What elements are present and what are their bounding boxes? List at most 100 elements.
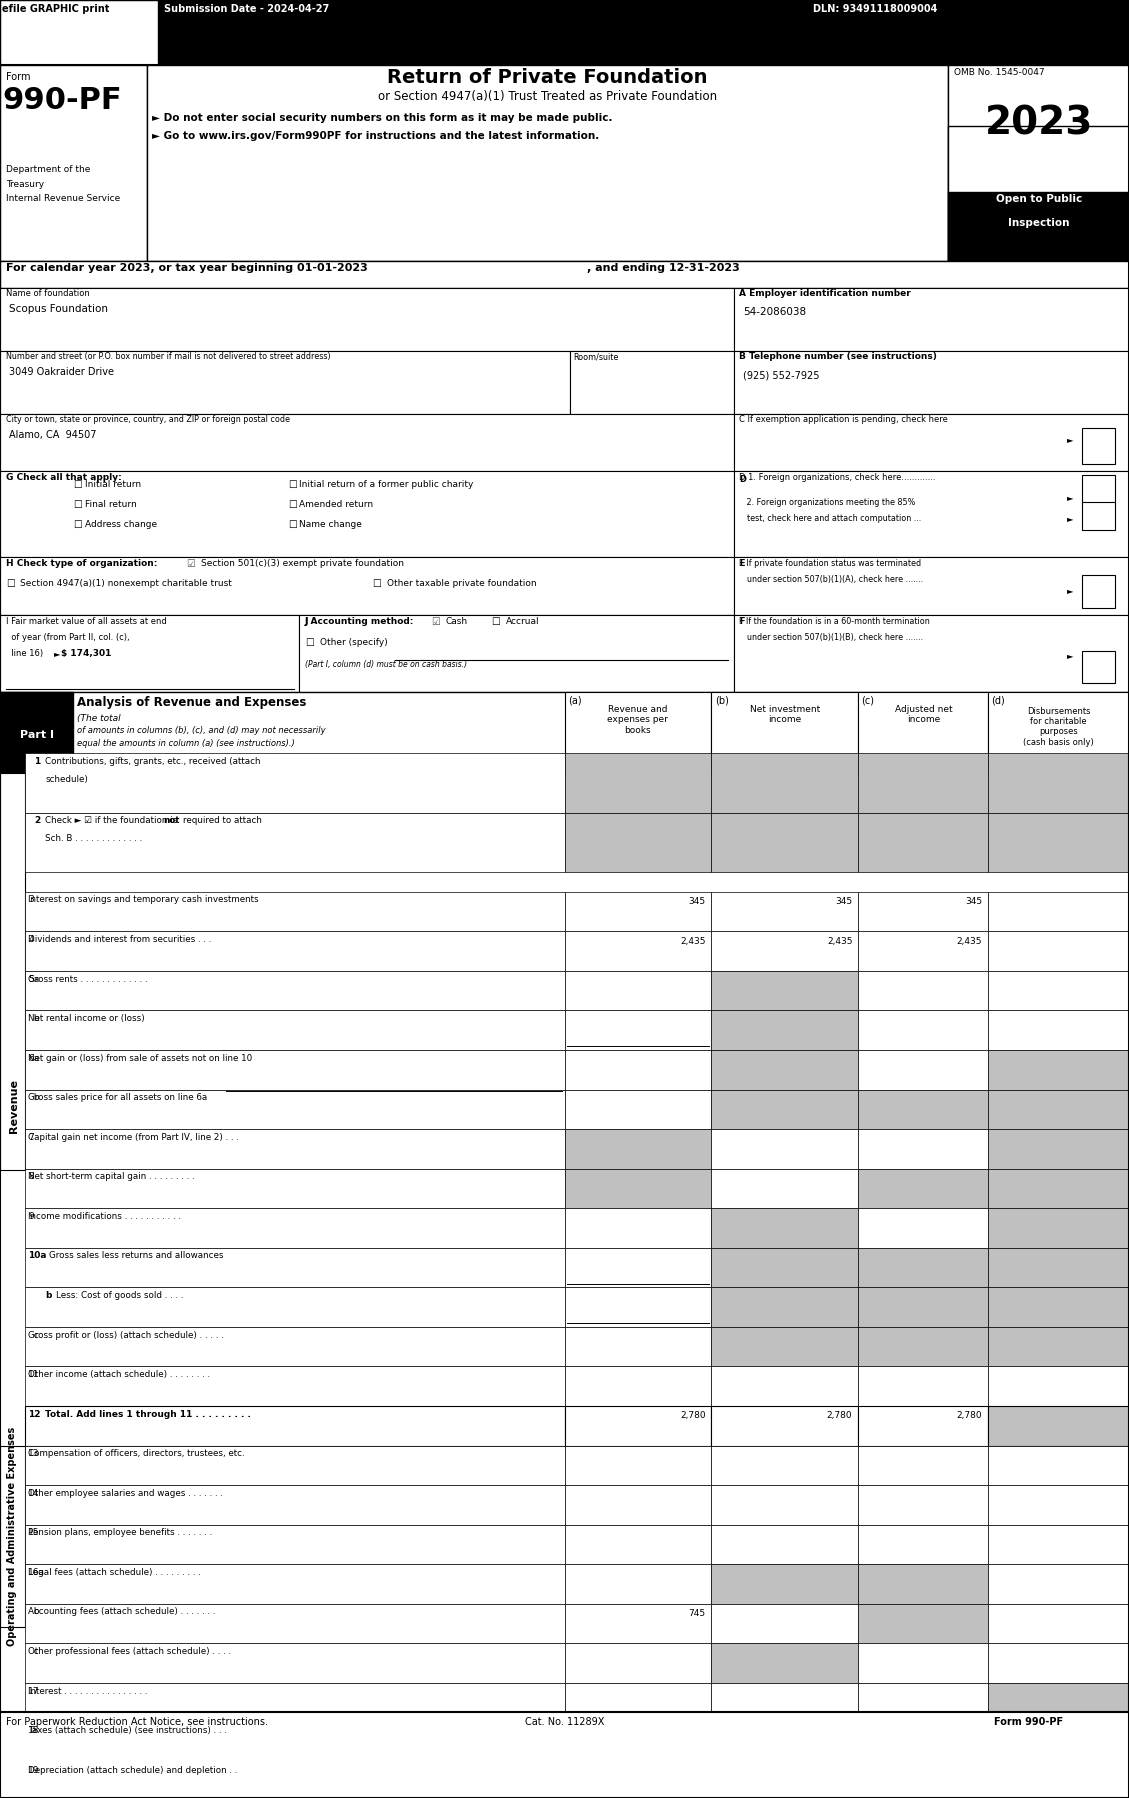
Text: I Fair market value of all assets at end: I Fair market value of all assets at end [6,617,166,626]
Bar [988,971,1129,1010]
Text: 7: 7 [28,1133,34,1142]
Text: Form 990-PF: Form 990-PF [994,1717,1062,1728]
Text: Check ► ☑ if the foundation is: Check ► ☑ if the foundation is [45,816,177,825]
Text: b: b [28,1014,40,1023]
Text: Capital gain net income (from Part IV, line 2) . . .: Capital gain net income (from Part IV, l… [28,1133,239,1142]
Text: 15: 15 [28,1528,40,1537]
Bar [858,1722,988,1762]
Text: Gross sales less returns and allowances: Gross sales less returns and allowances [49,1251,224,1260]
Text: Open to Public: Open to Public [996,194,1082,205]
Text: , and ending 12-31-2023: , and ending 12-31-2023 [587,263,739,273]
Bar [988,1446,1129,1485]
Bar [1082,428,1115,464]
Bar [564,1169,711,1208]
Text: of year (from Part II, col. (c),: of year (from Part II, col. (c), [6,633,129,642]
Text: Less: Cost of goods sold . . . .: Less: Cost of goods sold . . . . [56,1291,184,1300]
Bar [988,1643,1129,1683]
Bar [0,261,1129,288]
Bar [948,126,1129,261]
Text: C If exemption application is pending, check here: C If exemption application is pending, c… [739,415,948,424]
Text: 345: 345 [689,897,706,906]
Bar [25,1050,564,1090]
Text: Gross rents . . . . . . . . . . . . .: Gross rents . . . . . . . . . . . . . [28,975,148,984]
Text: 16a: 16a [28,1568,45,1577]
Text: ☐: ☐ [73,480,82,491]
Bar [988,1683,1129,1722]
Text: 990-PF: 990-PF [2,86,122,115]
Bar [711,753,858,813]
Text: Accounting fees (attach schedule) . . . . . . .: Accounting fees (attach schedule) . . . … [28,1607,216,1616]
Bar [1082,475,1115,503]
Bar [564,1406,711,1446]
Text: 14: 14 [28,1489,40,1498]
Text: b: b [28,1607,40,1616]
Text: Other employee salaries and wages . . . . . . .: Other employee salaries and wages . . . … [28,1489,224,1498]
Bar [988,1722,1129,1762]
Bar [988,1485,1129,1525]
Bar [988,753,1129,813]
Text: Pension plans, employee benefits . . . . . . .: Pension plans, employee benefits . . . .… [28,1528,212,1537]
Bar [988,692,1129,773]
Bar [25,1366,564,1406]
Text: Gross profit or (loss) (attach schedule) . . . . .: Gross profit or (loss) (attach schedule)… [28,1331,224,1340]
Text: Alamo, CA  94507: Alamo, CA 94507 [9,430,97,441]
Text: E: E [739,559,745,568]
Text: of amounts in columns (b), (c), and (d) may not necessarily: of amounts in columns (b), (c), and (d) … [77,726,325,735]
Bar [734,615,1129,692]
Text: D: D [739,475,746,484]
Text: For calendar year 2023, or tax year beginning 01-01-2023: For calendar year 2023, or tax year begi… [6,263,367,273]
Text: City or town, state or province, country, and ZIP or foreign postal code: City or town, state or province, country… [6,415,290,424]
Text: (b): (b) [715,696,728,707]
Text: ►: ► [54,649,61,658]
Text: ►: ► [1067,493,1074,502]
Text: DLN: 93491118009004: DLN: 93491118009004 [813,4,937,14]
Bar [858,1446,988,1485]
Bar [0,1712,1129,1798]
Text: b: b [45,1291,52,1300]
Text: Amended return: Amended return [299,500,374,509]
Text: 2023: 2023 [984,104,1093,142]
Bar [858,1090,988,1129]
Text: ►: ► [1067,514,1074,523]
Text: ► Go to www.irs.gov/Form990PF for instructions and the latest information.: ► Go to www.irs.gov/Form990PF for instru… [152,131,599,142]
Bar [25,931,564,971]
Bar [711,971,858,1010]
Text: Adjusted net
income: Adjusted net income [894,705,953,725]
Bar [988,1762,1129,1798]
Bar [711,1406,858,1446]
Bar [988,1327,1129,1366]
Bar [988,1010,1129,1050]
Text: 5a: 5a [28,975,40,984]
Text: 6a: 6a [28,1054,40,1063]
Bar [564,813,711,872]
Text: Other (specify): Other (specify) [320,638,387,647]
Text: Final return: Final return [85,500,137,509]
Bar [711,1762,858,1798]
Bar [564,1090,711,1129]
Text: Internal Revenue Service: Internal Revenue Service [6,194,120,203]
Text: Interest on savings and temporary cash investments: Interest on savings and temporary cash i… [28,895,259,904]
Bar [299,615,734,692]
Text: Other professional fees (attach schedule) . . . .: Other professional fees (attach schedule… [28,1647,231,1656]
Text: F: F [739,617,745,626]
Bar [564,1446,711,1485]
Bar [25,1485,564,1525]
Bar [0,557,734,615]
Bar [25,1169,564,1208]
Text: c: c [28,1647,40,1656]
Bar [711,892,858,931]
Text: F If the foundation is in a 60-month termination: F If the foundation is in a 60-month ter… [739,617,930,626]
Bar [858,1643,988,1683]
Text: 345: 345 [965,897,982,906]
Text: Part I: Part I [20,730,54,741]
Bar [988,1050,1129,1090]
Bar [734,471,1129,557]
Bar [564,1050,711,1090]
Bar [988,1564,1129,1604]
Bar [988,1406,1129,1446]
Text: ► Do not enter social security numbers on this form as it may be made public.: ► Do not enter social security numbers o… [152,113,613,124]
Bar [25,1683,564,1722]
Bar [988,1248,1129,1287]
Bar [711,1090,858,1129]
Text: Sch. B . . . . . . . . . . . . .: Sch. B . . . . . . . . . . . . . [45,834,142,843]
